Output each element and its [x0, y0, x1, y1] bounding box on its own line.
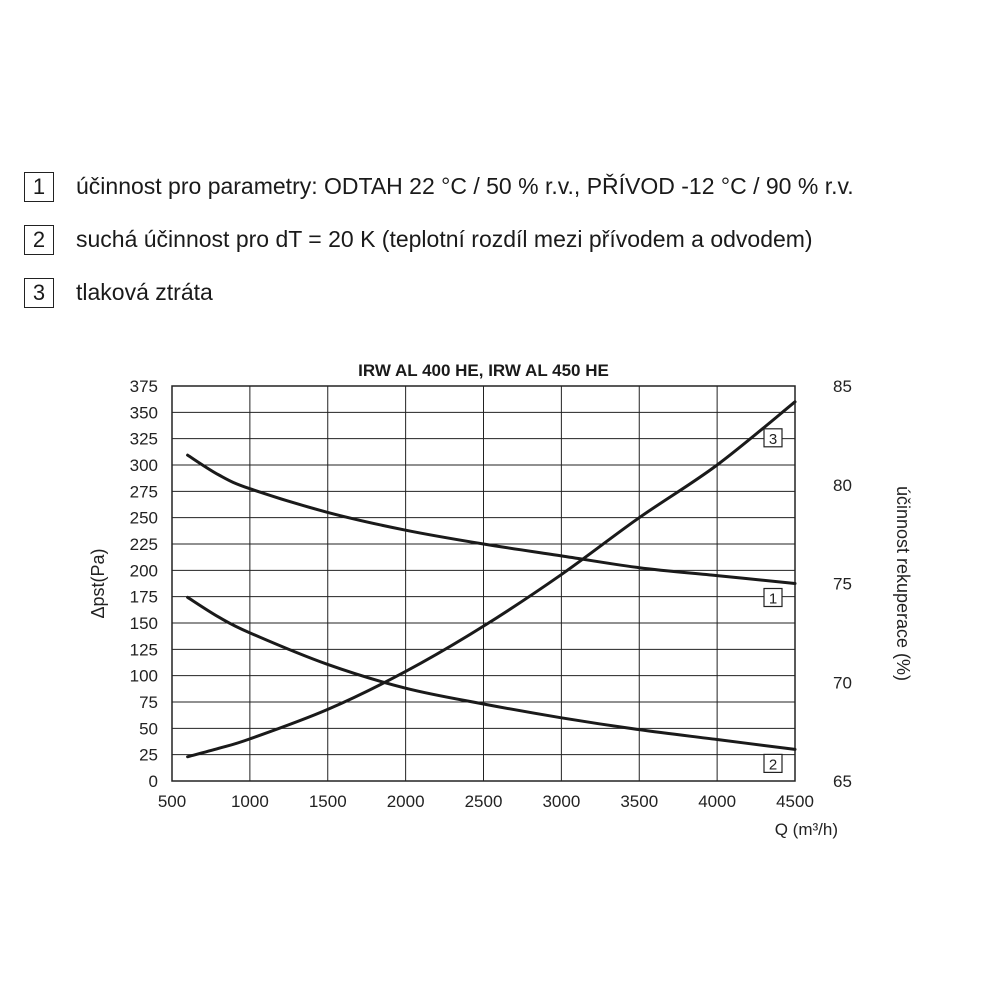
- series-label-3: 3: [769, 431, 777, 448]
- y-left-tick-label: 200: [130, 561, 158, 580]
- legend-number: 2: [24, 224, 54, 255]
- series-label-box-3: [763, 428, 783, 448]
- legend-number: 1: [24, 171, 54, 202]
- series-line-3: [186, 400, 797, 759]
- y-left-tick-label: 0: [149, 772, 158, 791]
- y-right-tick-label: 80: [833, 476, 852, 495]
- legend-number: 3: [24, 277, 54, 308]
- x-tick-label: 2500: [465, 792, 503, 811]
- legend-item-3: 3 tlaková ztráta: [24, 266, 854, 319]
- y-left-tick-label: 175: [130, 588, 158, 607]
- legend-item-2: 2 suchá účinnost pro dT = 20 K (teplotní…: [24, 213, 854, 266]
- y-right-axis-label: účinnost rekuperace (%): [893, 486, 913, 681]
- y-left-tick-label: 50: [139, 719, 158, 738]
- series-label-box-2: [763, 753, 783, 774]
- y-left-tick-label: 150: [130, 614, 158, 633]
- y-right-tick-label: 85: [833, 377, 852, 396]
- x-tick-label: 4500: [776, 792, 814, 811]
- x-tick-label: 1000: [231, 792, 269, 811]
- y-right-tick-label: 70: [833, 673, 852, 692]
- legend-label: tlaková ztráta: [76, 279, 213, 305]
- y-left-tick-label: 300: [130, 456, 158, 475]
- legend: 1 účinnost pro parametry: ODTAH 22 °C / …: [24, 160, 854, 319]
- y-left-tick-label: 75: [139, 693, 158, 712]
- y-left-tick-label: 325: [130, 430, 158, 449]
- y-left-tick-label: 250: [130, 509, 158, 528]
- x-axis-label: Q (m³/h): [775, 820, 838, 839]
- y-left-tick-label: 125: [130, 640, 158, 659]
- x-tick-label: 2000: [387, 792, 425, 811]
- x-tick-label: 3500: [620, 792, 658, 811]
- y-right-tick-label: 75: [833, 575, 852, 594]
- x-tick-label: 1500: [309, 792, 347, 811]
- legend-label: účinnost pro parametry: ODTAH 22 °C / 50…: [76, 173, 854, 199]
- y-left-axis-label: Δpst(Pa): [88, 548, 108, 618]
- legend-item-1: 1 účinnost pro parametry: ODTAH 22 °C / …: [24, 160, 854, 213]
- y-left-tick-label: 225: [130, 535, 158, 554]
- chart-title: IRW AL 400 HE, IRW AL 450 HE: [358, 361, 609, 380]
- y-left-tick-label: 375: [130, 377, 158, 396]
- x-tick-label: 4000: [698, 792, 736, 811]
- series-label-box-1: [763, 587, 783, 608]
- y-right-tick-label: 65: [833, 772, 852, 791]
- y-left-tick-label: 25: [139, 746, 158, 765]
- legend-label: suchá účinnost pro dT = 20 K (teplotní r…: [76, 226, 813, 252]
- series-label-2: 2: [769, 756, 777, 773]
- y-left-tick-label: 350: [130, 403, 158, 422]
- series-label-1: 1: [769, 591, 777, 608]
- y-left-tick-label: 275: [130, 482, 158, 501]
- x-tick-label: 500: [158, 792, 186, 811]
- series-line-2: [186, 595, 797, 751]
- x-tick-label: 3000: [542, 792, 580, 811]
- series-line-1: [186, 453, 797, 585]
- y-left-tick-label: 100: [130, 667, 158, 686]
